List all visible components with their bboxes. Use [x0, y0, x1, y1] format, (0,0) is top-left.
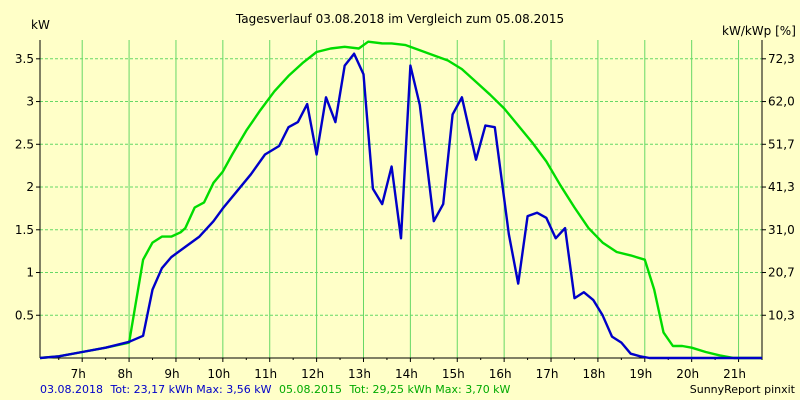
- y-tick-label-right-0: 10,3: [768, 308, 795, 322]
- y-tick-labels-right: 10,3 20,7 31,0 41,3 51,7 62,0 72,3: [768, 52, 795, 322]
- x-tick-label-12: 19h: [629, 367, 652, 381]
- plot-area: [40, 40, 762, 358]
- y-tick-label-left-4: 2.5: [15, 137, 34, 151]
- x-tick-label-3: 10h: [207, 367, 230, 381]
- y-tick-labels-left: 0.5 1 1.5 2 2.5 3 3.5: [15, 52, 34, 322]
- y-tick-label-left-5: 3: [26, 95, 34, 109]
- x-tick-label-13: 20h: [676, 367, 699, 381]
- x-tick-label-4: 11h: [254, 367, 277, 381]
- y-axis-label-left: kW: [31, 18, 50, 32]
- y-tick-label-left-3: 2: [26, 180, 34, 194]
- svg-text:03.08.2018 Tot: 23,17: 03.08.2018 Tot: 23,17 kWh Max: 3,56 kW 0…: [40, 383, 511, 396]
- series-lines: [39, 40, 762, 360]
- x-tick-label-11: 18h: [582, 367, 605, 381]
- axes: [36, 40, 766, 362]
- x-tick-label-8: 15h: [442, 367, 465, 381]
- y-tick-label-left-0: 0.5: [15, 308, 34, 322]
- x-tick-label-6: 13h: [348, 367, 371, 381]
- y-tick-label-right-3: 41,3: [768, 180, 795, 194]
- x-tick-label-2: 9h: [164, 367, 179, 381]
- x-tick-label-14: 21h: [723, 367, 746, 381]
- chart-title: Tagesverlauf 03.08.2018 im Vergleich zum…: [235, 12, 564, 26]
- y-tick-label-left-6: 3.5: [15, 52, 34, 66]
- x-tick-label-5: 12h: [301, 367, 324, 381]
- x-tick-label-1: 8h: [117, 367, 132, 381]
- legend-series1-stats: Tot: 23,17 kWh Max: 3,56 kW: [109, 383, 271, 396]
- credit-text: SunnyReport pinxit: [690, 383, 796, 396]
- y-axis-label-right: kW/kWp [%]: [722, 24, 796, 38]
- y-tick-label-left-1: 1: [26, 266, 34, 280]
- legend-series2-stats: Tot: 29,25 kWh Max: 3,70 kW: [348, 383, 510, 396]
- x-tick-labels: 7h 8h 9h 10h 11h 12h 13h 14h 15h 16h 17h 18h 19h 20h 2…: [71, 367, 746, 381]
- y-tick-label-right-2: 31,0: [768, 223, 795, 237]
- series-line-2: [39, 40, 762, 360]
- y-tick-label-right-6: 72,3: [768, 52, 795, 66]
- y-tick-label-right-4: 51,7: [768, 137, 795, 151]
- series-line-1: [39, 52, 762, 360]
- x-tick-label-0: 7h: [71, 367, 86, 381]
- legend-series1-label: 03.08.2018: [40, 383, 103, 396]
- x-tick-label-7: 14h: [395, 367, 418, 381]
- legend-series2-label: 05.08.2015: [279, 383, 342, 396]
- y-tick-label-left-2: 1.5: [15, 223, 34, 237]
- y-tick-label-right-1: 20,7: [768, 266, 795, 280]
- x-tick-label-9: 16h: [489, 367, 512, 381]
- y-tick-label-right-5: 62,0: [768, 95, 795, 109]
- x-tick-label-10: 17h: [536, 367, 559, 381]
- footer-legend: 03.08.2018 Tot: 23,17 kWh Max: 3,56 kW 0…: [40, 383, 796, 396]
